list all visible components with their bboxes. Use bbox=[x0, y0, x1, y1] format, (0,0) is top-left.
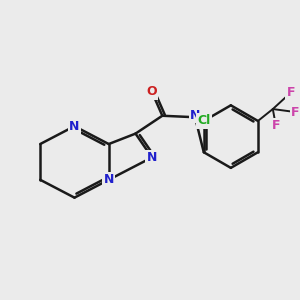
Text: N: N bbox=[147, 151, 157, 164]
Text: N: N bbox=[103, 173, 114, 186]
Text: O: O bbox=[147, 85, 157, 98]
Text: F: F bbox=[286, 86, 295, 99]
Text: N: N bbox=[69, 120, 80, 133]
Text: N: N bbox=[190, 109, 200, 122]
Text: Cl: Cl bbox=[197, 115, 210, 128]
Text: F: F bbox=[272, 119, 280, 132]
Text: H: H bbox=[200, 118, 209, 128]
Text: F: F bbox=[291, 106, 299, 118]
